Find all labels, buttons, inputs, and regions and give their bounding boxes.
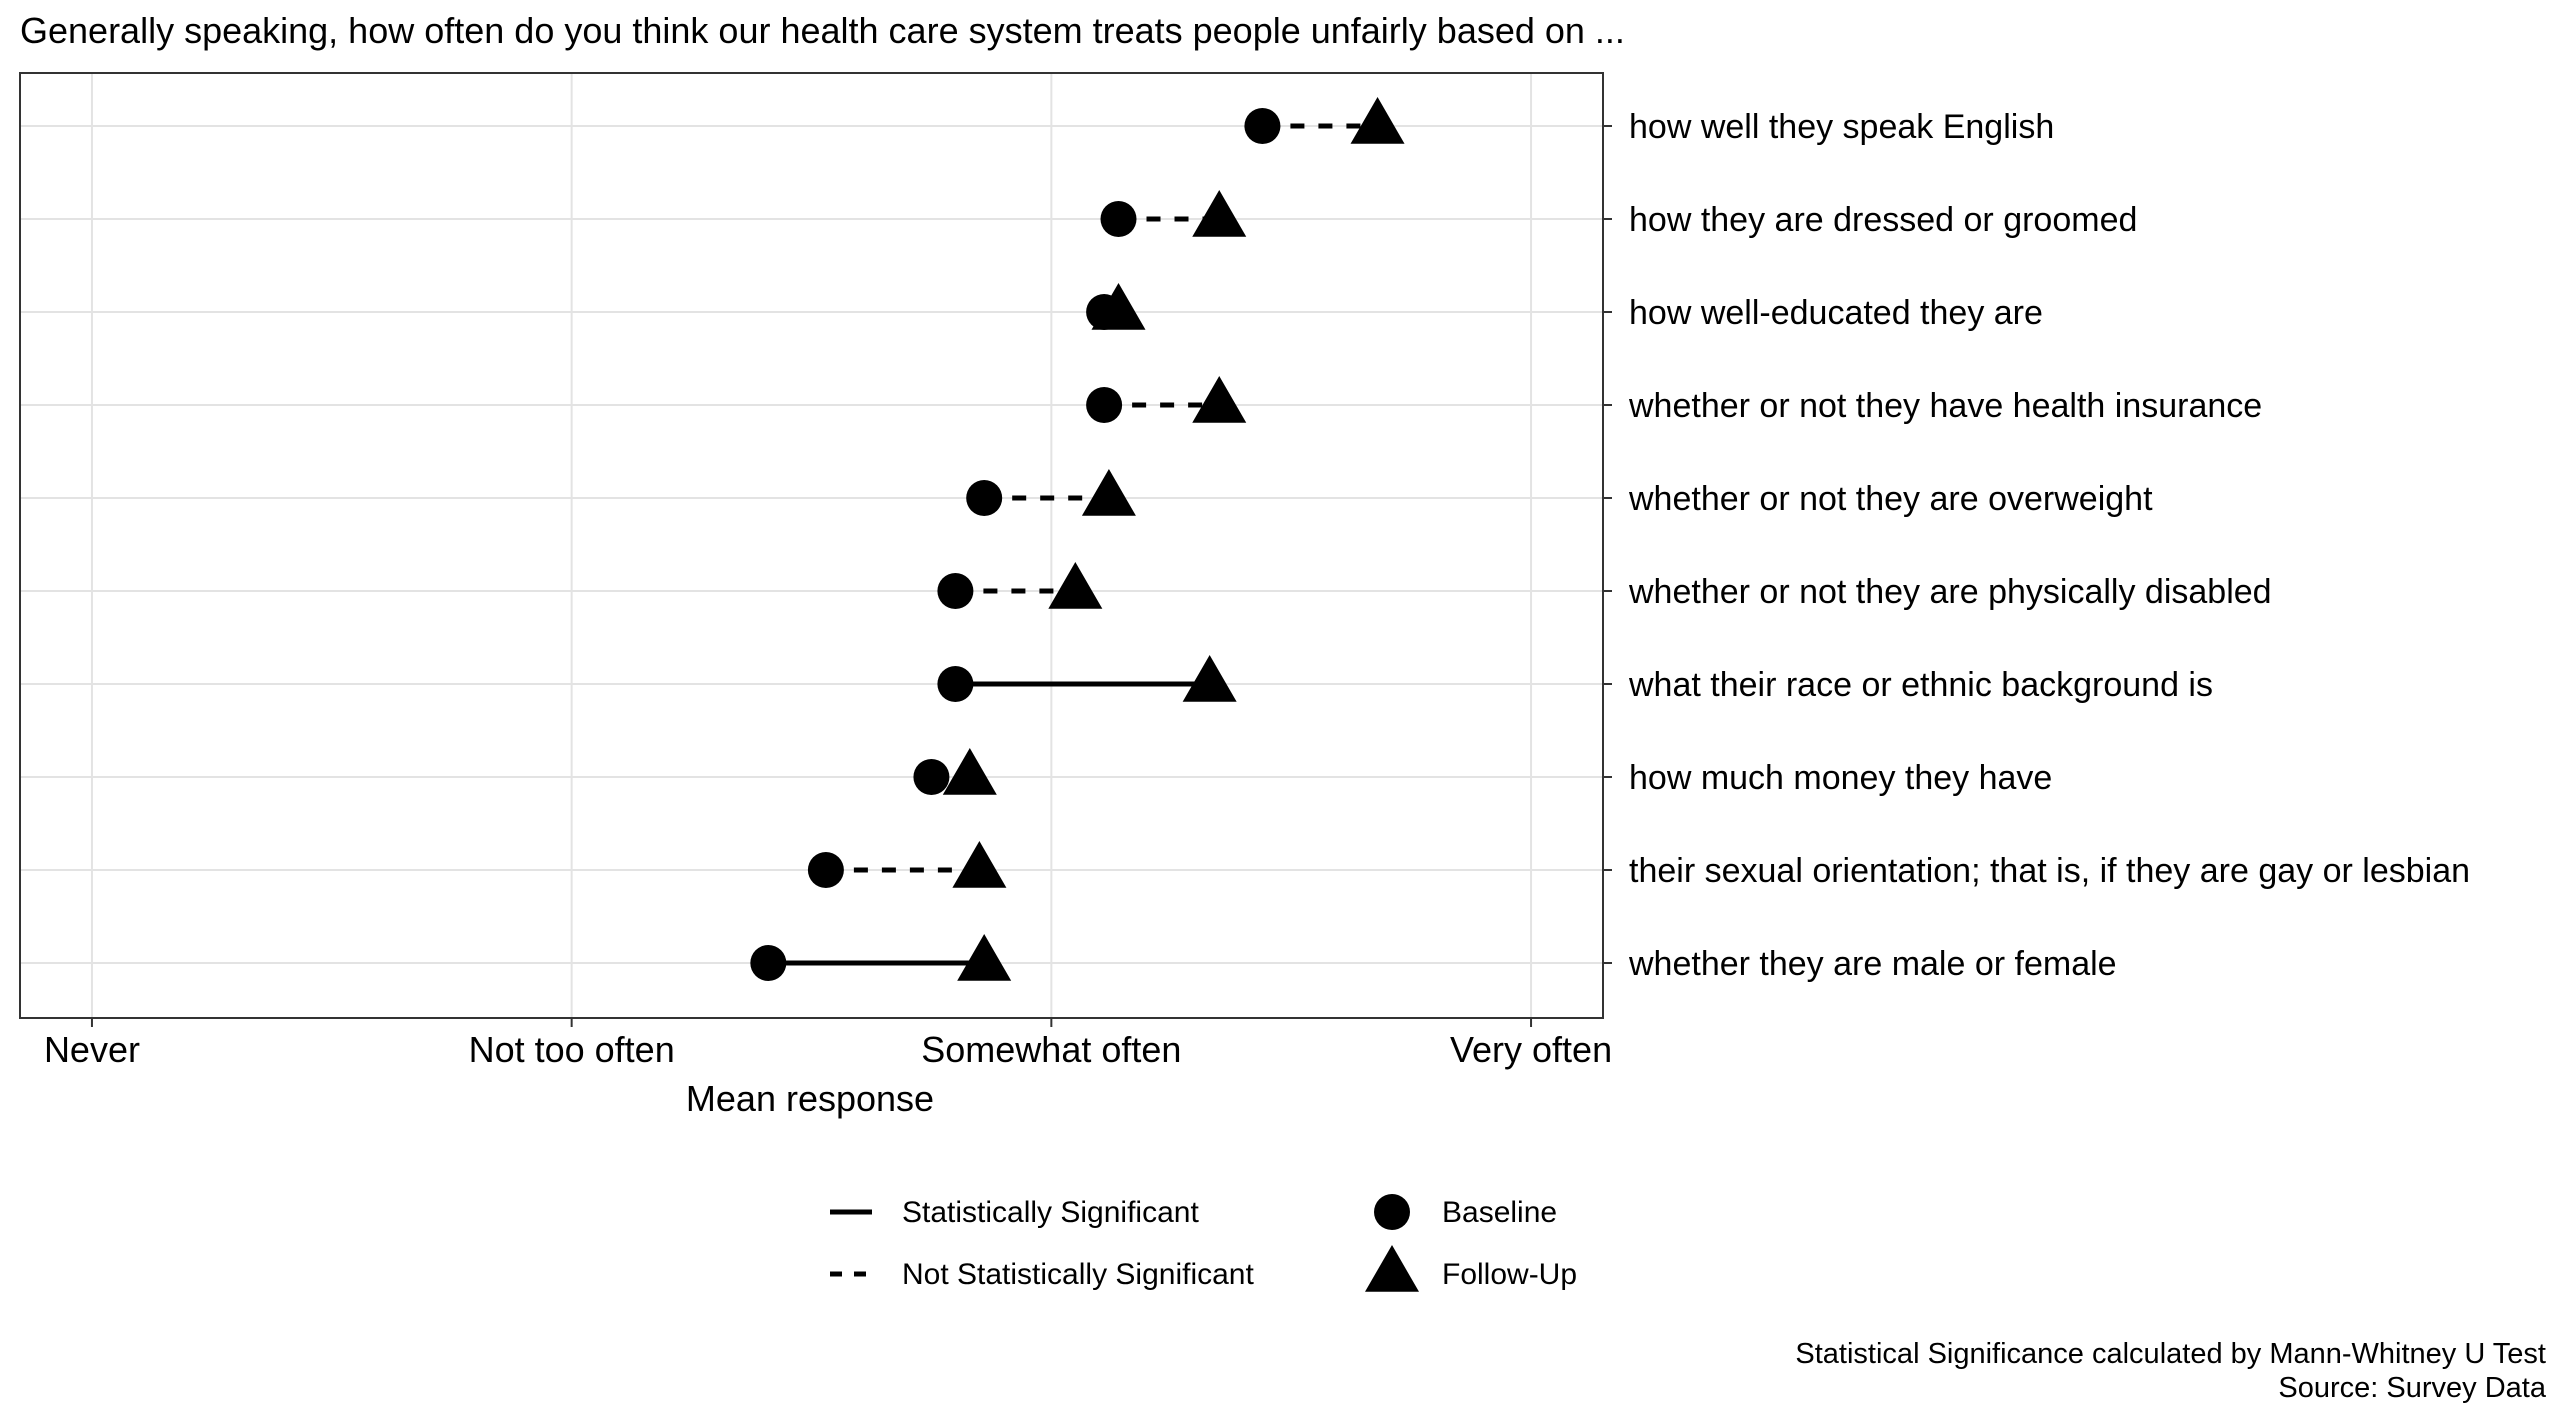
y-tick-label: what their race or ethnic background is: [1628, 666, 2213, 704]
y-tick-label: how they are dressed or groomed: [1629, 201, 2137, 239]
x-tick-label: Somewhat often: [921, 1029, 1181, 1070]
y-tick-label: how well they speak English: [1629, 108, 2054, 146]
y-tick-label: their sexual orientation; that is, if th…: [1629, 852, 2470, 890]
y-tick-label: how much money they have: [1629, 759, 2052, 797]
baseline-point: [750, 945, 787, 981]
y-axis: whether they are male or female their sex…: [1603, 108, 2470, 983]
follow-up-point: [1048, 562, 1103, 609]
y-tick-label: whether or not they are physically disab…: [1628, 573, 2272, 611]
follow-up-point: [1192, 190, 1247, 237]
baseline-point: [937, 573, 974, 609]
baseline-point: [966, 480, 1003, 516]
y-tick-label: whether or not they are overweight: [1628, 480, 2153, 518]
x-axis-label: Mean response: [686, 1078, 934, 1119]
y-tick-label: whether they are male or female: [1628, 945, 2117, 983]
baseline-point: [1086, 387, 1123, 423]
baseline-point: [913, 759, 950, 795]
markers: [750, 97, 1405, 981]
follow-up-point: [1081, 469, 1136, 516]
legend-circle-key: [1374, 1194, 1410, 1230]
legend-marker-label: Baseline: [1442, 1196, 1557, 1229]
follow-up-point: [1182, 655, 1237, 702]
plot-panel-border: [19, 72, 1604, 1019]
follow-up-point: [1091, 283, 1146, 330]
legend-triangle-key: [1365, 1245, 1419, 1292]
follow-up-point: [952, 841, 1007, 888]
baseline-point: [807, 852, 844, 888]
baseline-point: [1100, 201, 1137, 237]
chart-title: Generally speaking, how often do you thi…: [20, 10, 1625, 51]
caption-method: Statistical Significance calculated by M…: [1795, 1338, 2546, 1370]
y-tick-label: whether or not they have health insuranc…: [1628, 387, 2262, 425]
x-tick-label: Never: [44, 1029, 140, 1070]
legend-line-label: Not Statistically Significant: [902, 1258, 1254, 1291]
y-tick-label: how well-educated they are: [1629, 294, 2043, 332]
legend-line-label: Statistically Significant: [902, 1196, 1199, 1229]
legend-marker-label: Follow-Up: [1442, 1258, 1577, 1291]
caption-source: Source: Survey Data: [2278, 1372, 2546, 1404]
baseline-point: [937, 666, 974, 702]
legend: Statistically Significant Not Statistical…: [830, 1194, 1577, 1292]
follow-up-point: [957, 934, 1012, 981]
x-tick-label: Not too often: [469, 1029, 675, 1070]
follow-up-point: [1192, 376, 1247, 423]
segments: [768, 123, 1378, 966]
x-tick-label: Very often: [1450, 1029, 1612, 1070]
follow-up-point: [1350, 97, 1405, 144]
follow-up-point: [942, 748, 997, 795]
x-axis: Never Not too often Somewhat often Very oft…: [44, 1018, 1612, 1070]
baseline-point: [1244, 108, 1281, 144]
